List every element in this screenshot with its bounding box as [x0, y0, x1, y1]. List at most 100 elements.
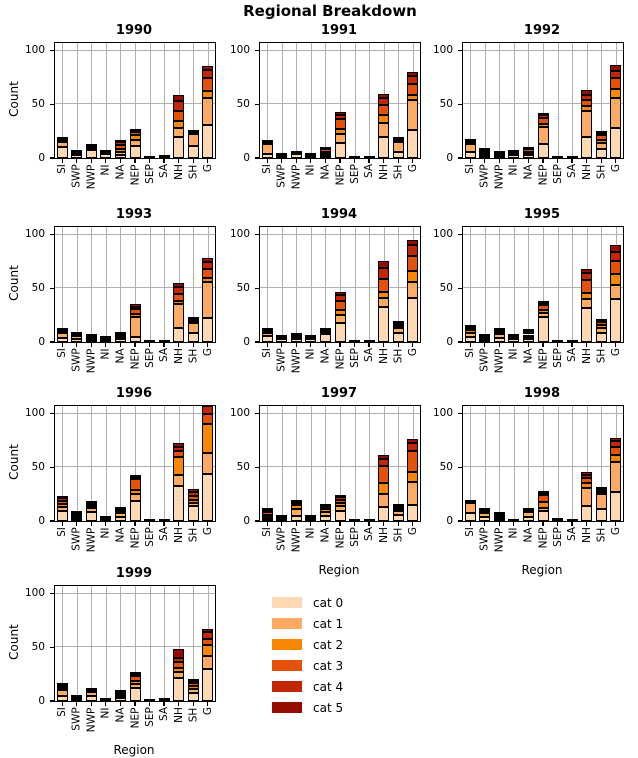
gridline-horizontal [55, 287, 215, 289]
subplot-1998: 1998 0 50 100 SI SWP NWP NI NA NEP SEP SA NH SH G Re… [433, 386, 624, 577]
x-tick-label: G [406, 347, 419, 357]
bar-segment-cat-3 [392, 507, 404, 510]
bar-segment-cat-0 [144, 519, 156, 521]
x-tick-label: NA [114, 706, 127, 723]
x-tick-label: SWP [71, 347, 84, 372]
bar-segment-cat-3 [537, 305, 549, 310]
gridline-vertical [193, 227, 195, 342]
legend-item: cat 5 [272, 702, 343, 714]
y-axis-ticks: 0 50 100 [424, 43, 457, 163]
gridline-vertical [528, 43, 530, 158]
x-tick-label: SA [363, 526, 376, 542]
bar-segment-cat-5 [261, 140, 273, 143]
bar-segment-cat-0 [378, 306, 390, 342]
y-tick-label: 0 [243, 151, 250, 164]
bar-segment-cat-3 [187, 496, 199, 500]
bar-segment-cat-3 [407, 256, 419, 272]
bar-segment-cat-3 [85, 503, 97, 506]
subplot-title: 1992 [523, 23, 561, 38]
y-tick-label: 0 [38, 151, 45, 164]
bar-segment-cat-1 [290, 509, 302, 516]
bar-segment-cat-4 [71, 512, 83, 515]
bar-segment-cat-2 [334, 129, 346, 135]
bar-segment-cat-0 [319, 155, 331, 158]
x-tick-mark [163, 702, 165, 706]
gridline-horizontal [55, 592, 215, 594]
x-tick-mark [90, 343, 92, 347]
bar-segment-cat-4 [71, 150, 83, 153]
bar-segment-cat-4 [378, 97, 390, 106]
x-tick-mark [134, 343, 136, 347]
bar-segment-cat-5 [407, 72, 419, 77]
bar-segment-cat-3 [508, 149, 520, 152]
bar-segment-cat-5 [378, 455, 390, 459]
gridline-vertical [193, 406, 195, 521]
bar-segment-cat-1 [187, 322, 199, 334]
bar-segment-cat-5 [290, 499, 302, 502]
x-tick-mark [310, 522, 312, 526]
bar-segment-cat-5 [85, 500, 97, 503]
bar-segment-cat-2 [202, 277, 214, 282]
bar-segment-cat-0 [508, 154, 520, 158]
x-tick-label: SA [566, 163, 579, 179]
bar-segment-cat-0 [100, 154, 112, 158]
gridline-vertical [543, 227, 544, 342]
bar-segment-cat-3 [100, 335, 112, 338]
legend-label: cat 2 [313, 637, 344, 652]
gridline-vertical [91, 43, 93, 158]
x-axis-ticks: SI SWP NWP NI NA NEP SEP SA NH SH G [55, 702, 215, 748]
x-tick-mark [571, 522, 573, 526]
bar-segment-cat-3 [464, 500, 476, 503]
bar-segment-cat-0 [129, 500, 141, 521]
subplot-title: 1993 [115, 207, 153, 222]
y-tick-label: 100 [24, 228, 45, 241]
bar-segment-cat-4 [202, 406, 214, 414]
gridline-vertical [499, 227, 501, 342]
bar-segment-cat-0 [349, 156, 361, 158]
x-tick-label: SEP [143, 164, 156, 184]
gridline-vertical [572, 43, 574, 158]
bar-segment-cat-0 [173, 678, 185, 701]
bar-segment-cat-5 [334, 495, 346, 498]
x-tick-mark [498, 159, 500, 163]
bar-segment-cat-0 [276, 156, 288, 158]
bar-segment-cat-2 [581, 106, 593, 111]
gridline-vertical [557, 227, 559, 342]
bar-segment-cat-1 [537, 126, 549, 145]
y-tick-mark [458, 103, 462, 105]
y-tick-label: 0 [446, 151, 453, 164]
bar-segment-cat-1 [392, 328, 404, 334]
bar-segment-cat-1 [464, 333, 476, 337]
bar-segment-cat-5 [56, 137, 68, 140]
gridline-vertical [149, 406, 151, 521]
x-axis-ticks: SI SWP NWP NI NA NEP SEP SA NH SH G [55, 159, 215, 205]
bar-segment-cat-3 [305, 152, 317, 155]
y-tick-label: 0 [243, 335, 250, 348]
x-tick-mark [484, 159, 486, 163]
bar-segment-cat-4 [202, 632, 214, 639]
x-tick-mark [119, 702, 122, 706]
bar-segment-cat-1 [334, 505, 346, 512]
bar-segment-cat-0 [173, 136, 185, 158]
bar-segment-cat-3 [305, 334, 317, 337]
x-tick-mark [105, 343, 107, 347]
bar-segment-cat-1 [319, 153, 331, 156]
bar-segment-cat-0 [173, 328, 185, 342]
bar-segment-cat-3 [319, 149, 331, 152]
subplot-1996: 1996 0 50 100 SI SWP NWP NI NA NEP SEP SA NH SH G Co… [7, 386, 216, 552]
bar-segment-cat-1 [56, 507, 68, 512]
bar-segment-cat-4 [56, 498, 68, 501]
x-tick-mark [310, 159, 312, 163]
bar-segment-cat-2 [202, 91, 214, 98]
bar-segment-cat-5 [71, 510, 83, 513]
bar-segment-cat-1 [407, 281, 419, 298]
gridline-vertical [120, 586, 122, 701]
bar-segment-cat-0 [508, 519, 520, 521]
bar-segment-cat-0 [71, 338, 83, 342]
bar-segment-cat-0 [378, 136, 390, 158]
x-tick-mark [163, 159, 165, 163]
gridline-vertical [105, 227, 107, 342]
y-axis-ticks: 0 50 100 [16, 43, 49, 163]
gridline-horizontal [55, 466, 215, 468]
x-tick-label: NA [522, 163, 535, 180]
